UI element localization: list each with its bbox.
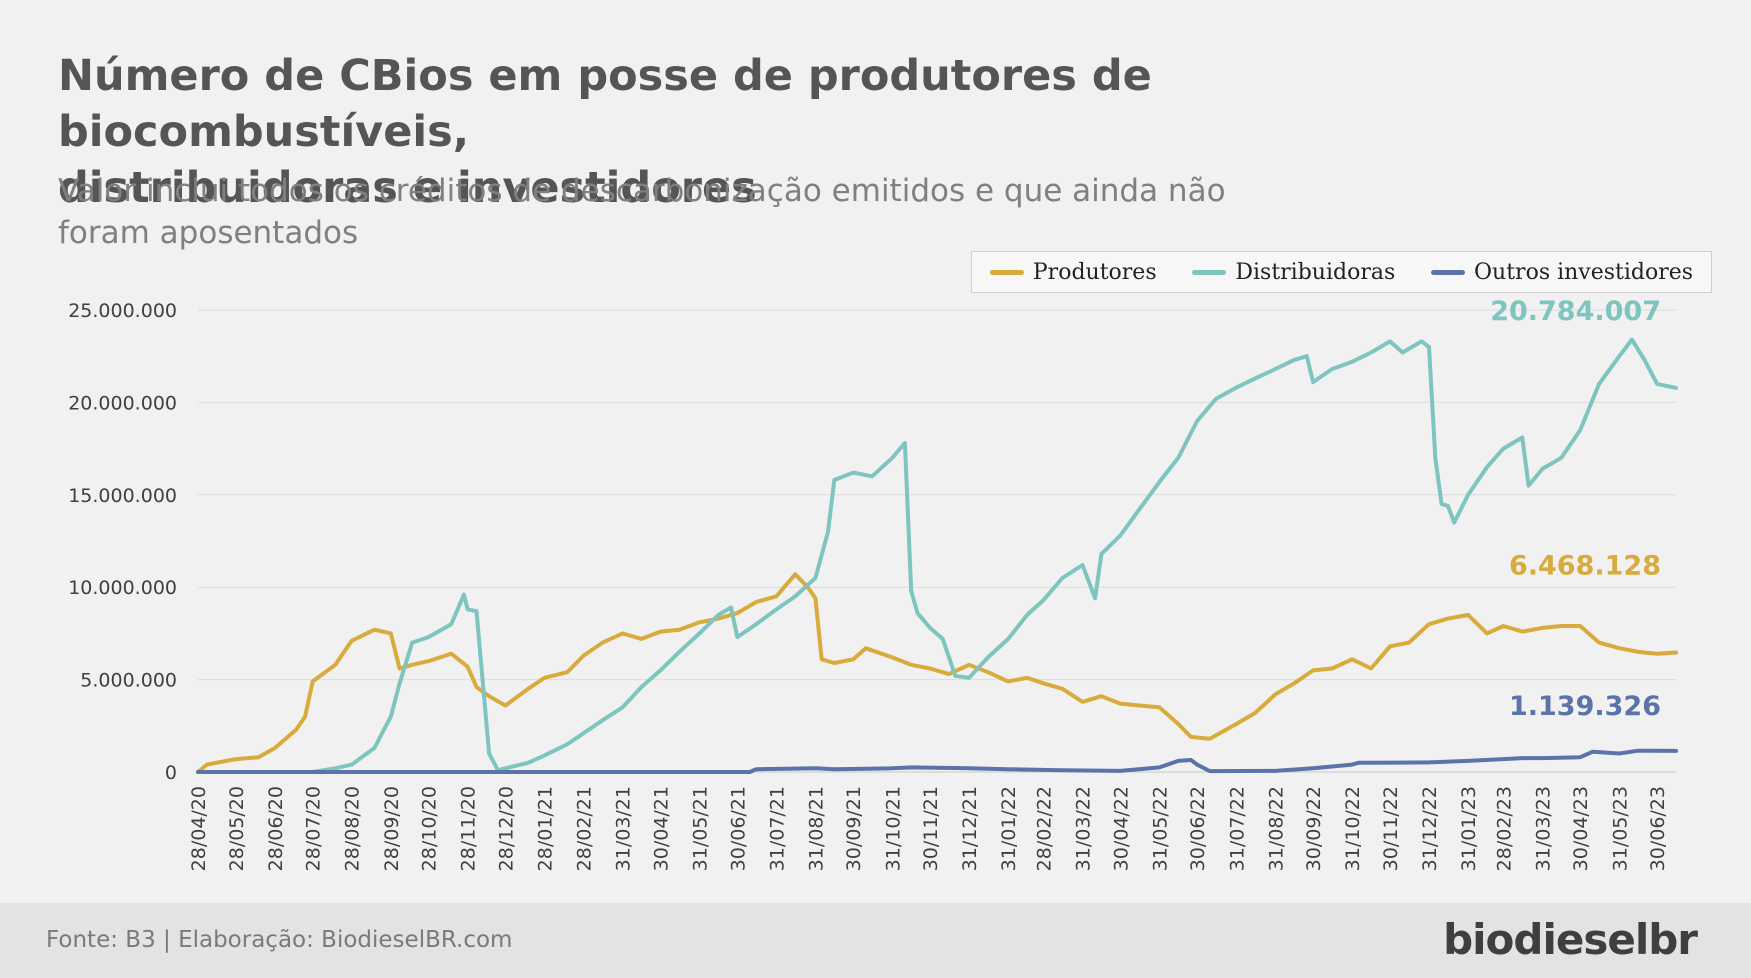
x-tick-label: 28/11/20 xyxy=(458,786,480,871)
chart-legend: Produtores Distribuidoras Outros investi… xyxy=(971,251,1712,293)
x-tick-label: 28/05/20 xyxy=(226,786,248,871)
y-tick-label: 25.000.000 xyxy=(68,300,177,322)
chart-title-line-2: distribuidoras e investidores xyxy=(58,163,757,213)
x-tick-label: 31/10/21 xyxy=(882,786,904,871)
legend-label-outros-investidores: Outros investidores xyxy=(1474,259,1694,285)
end-label-outros-investidores: 1.139.326 xyxy=(1509,691,1661,722)
x-tick-label: 30/04/22 xyxy=(1110,786,1132,871)
x-tick-label: 31/03/22 xyxy=(1073,786,1095,871)
x-tick-label: 31/10/22 xyxy=(1342,786,1364,871)
x-tick-label: 31/08/21 xyxy=(805,786,827,871)
source-note: Fonte: B3 | Elaboração: BiodieselBR.com xyxy=(46,927,513,953)
line-chart: 0 5.000.000 10.000.000 15.000.000 20.000.000… xyxy=(68,296,1678,871)
x-tick-label: 30/09/22 xyxy=(1303,786,1325,871)
legend-label-produtores: Produtores xyxy=(1032,259,1157,285)
x-tick-label: 30/11/22 xyxy=(1380,786,1402,871)
series-line-outros-investidores xyxy=(196,748,1678,774)
x-tick-label: 31/07/21 xyxy=(766,786,788,871)
x-axis-tick-labels: 28/04/20 28/05/20 28/06/20 28/07/20 28/08/20… xyxy=(188,786,1669,871)
x-tick-label: 30/06/23 xyxy=(1647,786,1669,871)
x-tick-label: 28/04/20 xyxy=(188,786,210,871)
x-tick-label: 28/09/20 xyxy=(381,786,403,871)
x-tick-label: 31/07/22 xyxy=(1226,786,1248,871)
x-tick-label: 28/02/21 xyxy=(574,786,596,871)
x-tick-label: 30/06/22 xyxy=(1187,786,1209,871)
x-tick-label: 28/02/22 xyxy=(1033,786,1055,871)
brand-logo: biodieselbr xyxy=(1443,915,1698,964)
x-tick-label: 30/04/21 xyxy=(650,786,672,871)
series-line-distribuidoras xyxy=(310,337,1678,774)
x-tick-label: 31/01/22 xyxy=(998,786,1020,871)
x-tick-label: 31/05/22 xyxy=(1149,786,1171,871)
y-tick-label: 0 xyxy=(165,762,177,784)
footer-bar: Fonte: B3 | Elaboração: BiodieselBR.com … xyxy=(0,903,1751,978)
x-tick-label: 31/12/22 xyxy=(1419,786,1441,871)
legend-item-produtores: Produtores xyxy=(989,259,1157,285)
legend-swatch-distribuidoras xyxy=(1192,269,1227,275)
end-label-distribuidoras: 20.784.007 xyxy=(1490,296,1661,327)
series-line-produtores xyxy=(196,572,1678,774)
x-tick-label: 28/08/20 xyxy=(342,786,364,871)
x-tick-label: 28/12/20 xyxy=(495,786,517,871)
chart-subtitle-line-1: Valor inclui todos os créditos de descar… xyxy=(58,173,1226,209)
x-tick-label: 30/09/21 xyxy=(843,786,865,871)
x-tick-label: 31/01/23 xyxy=(1458,786,1480,871)
x-tick-label: 30/11/21 xyxy=(920,786,942,871)
series-end-labels: 6.468.128 20.784.007 1.139.326 xyxy=(1490,296,1661,722)
chart-subtitle: Valor inclui todos os créditos de descar… xyxy=(58,170,1458,254)
x-tick-label: 28/06/20 xyxy=(265,786,287,871)
x-tick-label: 31/12/21 xyxy=(959,786,981,871)
legend-swatch-outros-investidores xyxy=(1431,269,1466,275)
x-tick-label: 28/02/23 xyxy=(1493,786,1515,871)
x-tick-label: 31/08/22 xyxy=(1265,786,1287,871)
x-tick-label: 30/06/21 xyxy=(727,786,749,871)
x-tick-label: 30/04/23 xyxy=(1570,786,1592,871)
y-tick-label: 5.000.000 xyxy=(80,670,177,692)
chart-title-line-1: Número de CBios em posse de produtores d… xyxy=(58,51,1152,157)
end-label-produtores: 6.468.128 xyxy=(1509,550,1661,581)
series-lines xyxy=(196,337,1678,774)
x-tick-label: 31/03/21 xyxy=(613,786,635,871)
x-tick-label: 28/10/20 xyxy=(419,786,441,871)
x-tick-label: 31/03/23 xyxy=(1532,786,1554,871)
x-tick-label: 31/05/21 xyxy=(689,786,711,871)
legend-item-outros-investidores: Outros investidores xyxy=(1431,260,1693,285)
chart-title: Número de CBios em posse de produtores d… xyxy=(58,48,1558,216)
legend-item-distribuidoras: Distribuidoras xyxy=(1192,260,1395,285)
legend-swatch-produtores xyxy=(989,269,1024,275)
x-tick-label: 28/01/21 xyxy=(535,786,557,871)
x-tick-label: 28/07/20 xyxy=(303,786,325,871)
x-tick-label: 31/05/23 xyxy=(1609,786,1631,871)
chart-subtitle-line-2: foram aposentados xyxy=(58,215,359,251)
y-tick-label: 20.000.000 xyxy=(68,392,177,414)
y-tick-label: 10.000.000 xyxy=(68,577,177,599)
legend-label-distribuidoras: Distribuidoras xyxy=(1235,259,1396,285)
y-axis-tick-labels: 0 5.000.000 10.000.000 15.000.000 20.000.000… xyxy=(68,300,177,784)
gridlines xyxy=(198,309,1676,681)
y-tick-label: 15.000.000 xyxy=(68,485,177,507)
